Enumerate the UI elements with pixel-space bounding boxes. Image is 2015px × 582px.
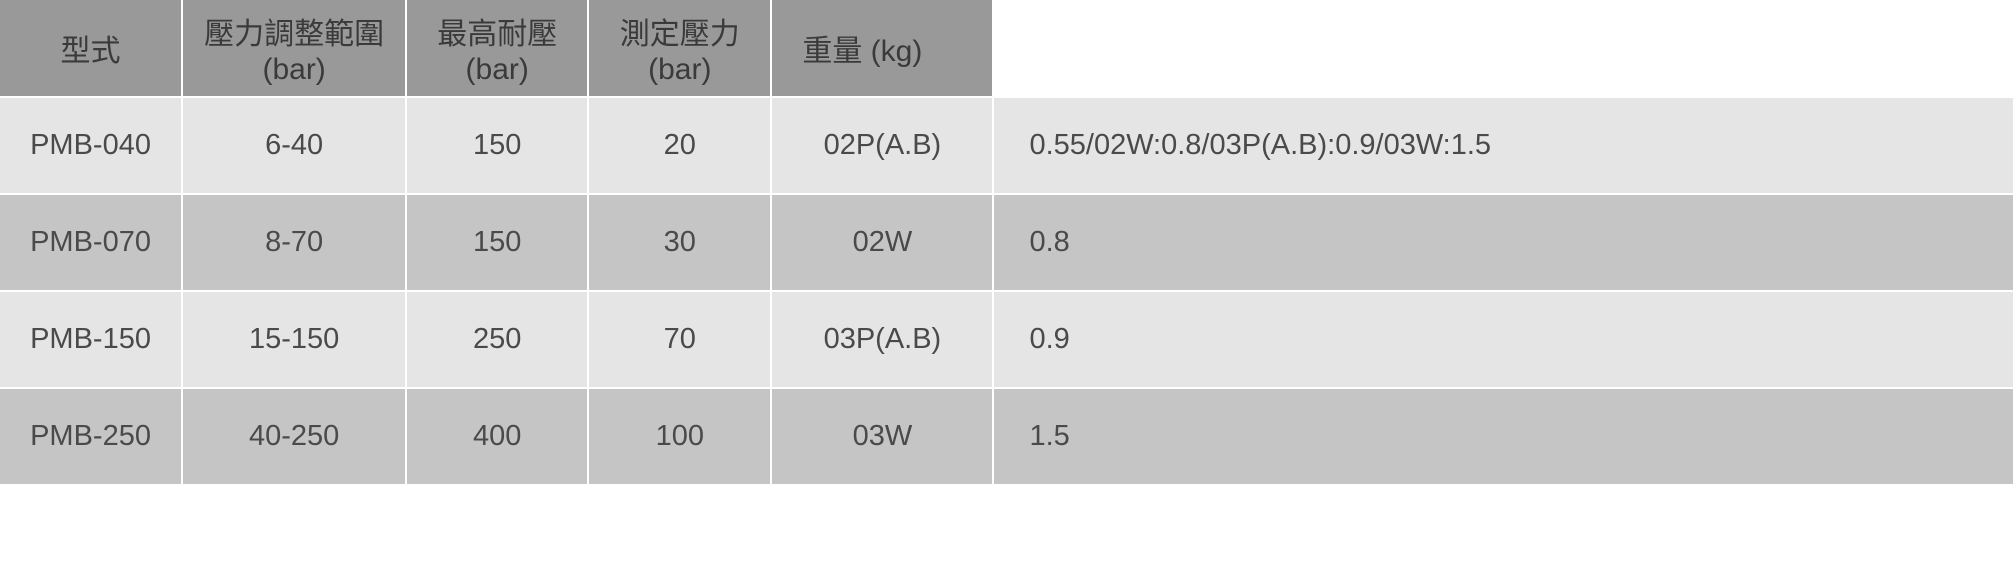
cell-weight-code: 02W (771, 194, 993, 291)
cell-measured-pressure: 20 (588, 97, 771, 194)
table-row: PMB-070 8-70 150 30 02W 0.8 (0, 194, 2014, 291)
cell-measured-pressure: 30 (588, 194, 771, 291)
table-header-row: 型式 壓力調整範圍 (bar) 最高耐壓 (bar) 測定壓力 (bar) 重量… (0, 0, 2014, 97)
header-weight-value (993, 0, 2014, 97)
cell-weight-value: 0.8 (993, 194, 2014, 291)
table-row: PMB-150 15-150 250 70 03P(A.B) 0.9 (0, 291, 2014, 388)
cell-max-pressure: 250 (406, 291, 588, 388)
cell-max-pressure: 400 (406, 388, 588, 485)
cell-max-pressure: 150 (406, 194, 588, 291)
cell-weight-value: 0.55/02W:0.8/03P(A.B):0.9/03W:1.5 (993, 97, 2014, 194)
cell-model: PMB-070 (0, 194, 182, 291)
spec-table: 型式 壓力調整範圍 (bar) 最高耐壓 (bar) 測定壓力 (bar) 重量… (0, 0, 2015, 486)
cell-pressure-range: 6-40 (182, 97, 406, 194)
table-row: PMB-250 40-250 400 100 03W 1.5 (0, 388, 2014, 485)
header-pressure-range: 壓力調整範圍 (bar) (182, 0, 406, 97)
cell-weight-value: 1.5 (993, 388, 2014, 485)
cell-model: PMB-250 (0, 388, 182, 485)
header-max-pressure: 最高耐壓 (bar) (406, 0, 588, 97)
table-row: PMB-040 6-40 150 20 02P(A.B) 0.55/02W:0.… (0, 97, 2014, 194)
cell-max-pressure: 150 (406, 97, 588, 194)
cell-pressure-range: 8-70 (182, 194, 406, 291)
cell-weight-code: 03W (771, 388, 993, 485)
cell-weight-value: 0.9 (993, 291, 2014, 388)
cell-model: PMB-150 (0, 291, 182, 388)
cell-measured-pressure: 70 (588, 291, 771, 388)
header-measured-pressure: 測定壓力 (bar) (588, 0, 771, 97)
cell-weight-code: 03P(A.B) (771, 291, 993, 388)
cell-measured-pressure: 100 (588, 388, 771, 485)
cell-weight-code: 02P(A.B) (771, 97, 993, 194)
cell-model: PMB-040 (0, 97, 182, 194)
header-weight: 重量 (kg) (771, 0, 993, 97)
cell-pressure-range: 15-150 (182, 291, 406, 388)
header-model: 型式 (0, 0, 182, 97)
cell-pressure-range: 40-250 (182, 388, 406, 485)
